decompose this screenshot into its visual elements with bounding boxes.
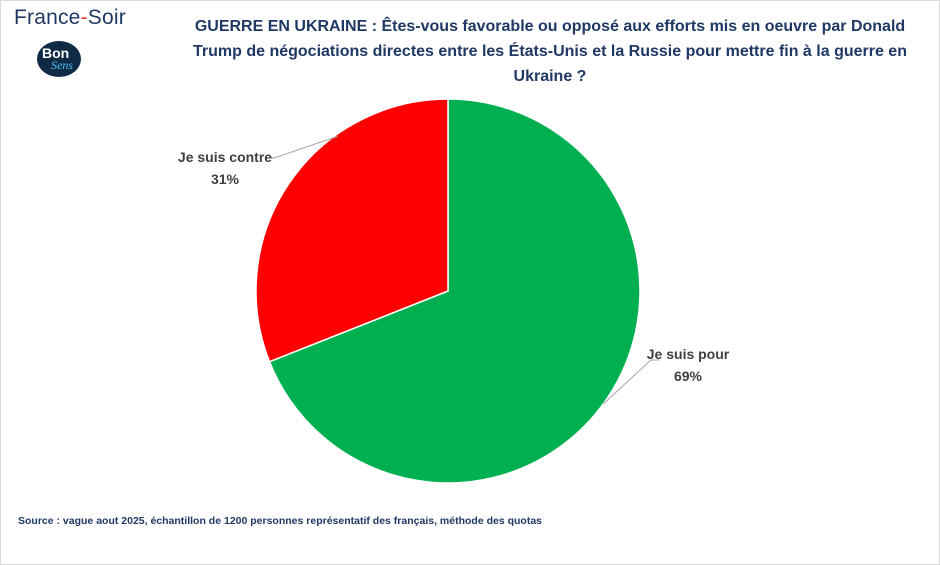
chart-title: GUERRE EN UKRAINE : Êtes-vous favorable … <box>193 18 907 85</box>
slice-label-pour: Je suis pour <box>647 346 730 362</box>
leader-line-pour <box>602 359 659 405</box>
source-note: Source : vague aout 2025, échantillon de… <box>18 515 543 527</box>
pie-slice-pour <box>268 98 641 484</box>
slice-value-contre: 31% <box>211 171 240 187</box>
pie-slice-contre <box>255 98 449 363</box>
brand-logo: France-Soir <box>14 6 126 29</box>
slice-value-pour: 69% <box>674 368 703 384</box>
bon-sens-logo: Bon Sens <box>37 41 81 77</box>
leader-line-contre <box>266 135 338 159</box>
slice-label-contre: Je suis contre <box>178 149 272 165</box>
